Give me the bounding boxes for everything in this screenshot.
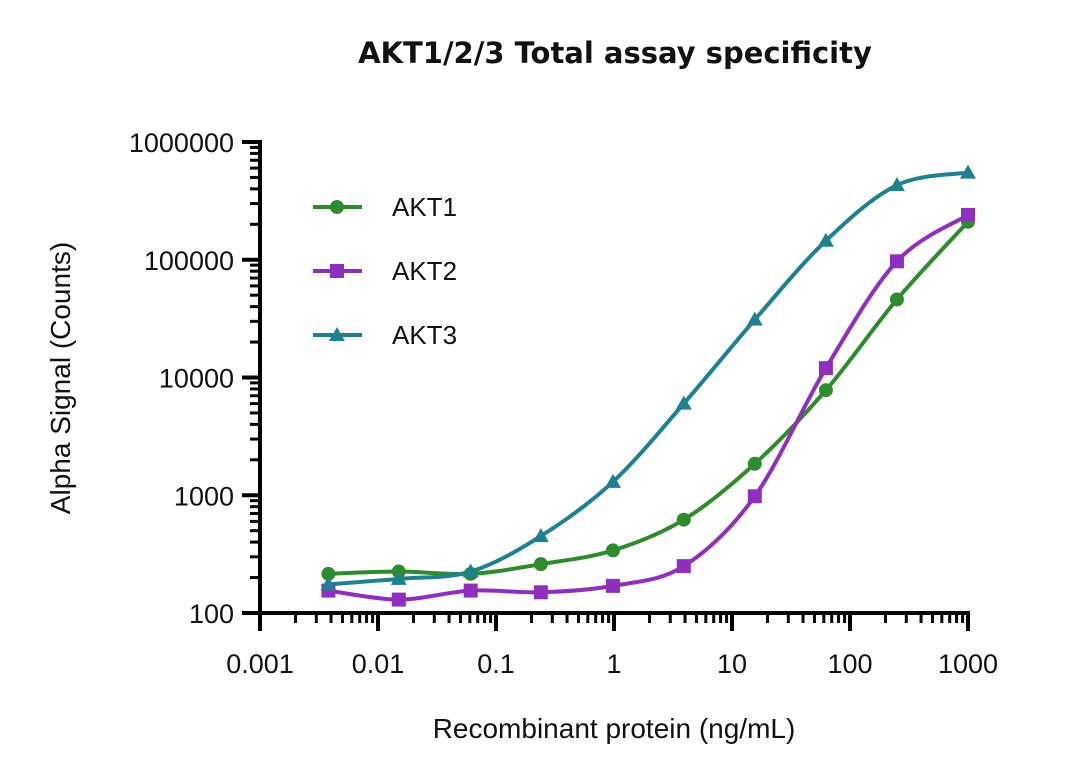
x-tick-label: 0.01 <box>352 649 405 679</box>
akt2-point <box>677 559 691 573</box>
y-tick-label: 100 <box>189 599 234 629</box>
x-tick-label: 100 <box>827 649 872 679</box>
axes: 0.001 0.01 0.1 1 10 100 1000 100 1000 10000 100000… <box>129 128 998 679</box>
akt1-legend-marker <box>330 200 344 214</box>
x-axis-title: Recombinant protein (ng/mL) <box>433 713 796 744</box>
akt1-point <box>890 292 904 306</box>
akt2-point <box>464 584 478 598</box>
akt2-point <box>392 593 406 607</box>
akt1-point <box>534 557 548 571</box>
akt1-point <box>748 457 762 471</box>
akt2-point <box>819 361 833 375</box>
x-tick-label: 1 <box>606 649 621 679</box>
akt1-point <box>606 543 620 557</box>
akt3-legend-label: AKT3 <box>392 320 457 350</box>
y-tick-label: 1000000 <box>129 128 234 158</box>
akt2-point <box>606 579 620 593</box>
y-tick-label: 100000 <box>144 246 234 276</box>
x-tick-label: 10 <box>717 649 747 679</box>
fit-curves <box>328 173 968 600</box>
akt1-point <box>819 383 833 397</box>
akt2-point <box>748 489 762 503</box>
akt3-curve <box>328 173 968 585</box>
akt2-point <box>890 254 904 268</box>
akt1-point <box>677 513 691 527</box>
y-axis-title: Alpha Signal (Counts) <box>45 242 76 514</box>
x-tick-label: 1000 <box>938 649 998 679</box>
akt2-legend-marker <box>330 264 344 278</box>
y-tick-label: 10000 <box>159 364 234 394</box>
akt2-legend-label: AKT2 <box>392 256 457 286</box>
akt1-legend-label: AKT1 <box>392 192 457 222</box>
y-tick-label: 1000 <box>174 481 234 511</box>
x-tick-label: 0.1 <box>477 649 515 679</box>
legend: AKT1 AKT2 AKT3 <box>313 192 457 350</box>
data-markers <box>320 165 976 607</box>
akt2-point <box>534 585 548 599</box>
akt2-point <box>961 208 975 222</box>
x-tick-label: 0.001 <box>226 649 294 679</box>
